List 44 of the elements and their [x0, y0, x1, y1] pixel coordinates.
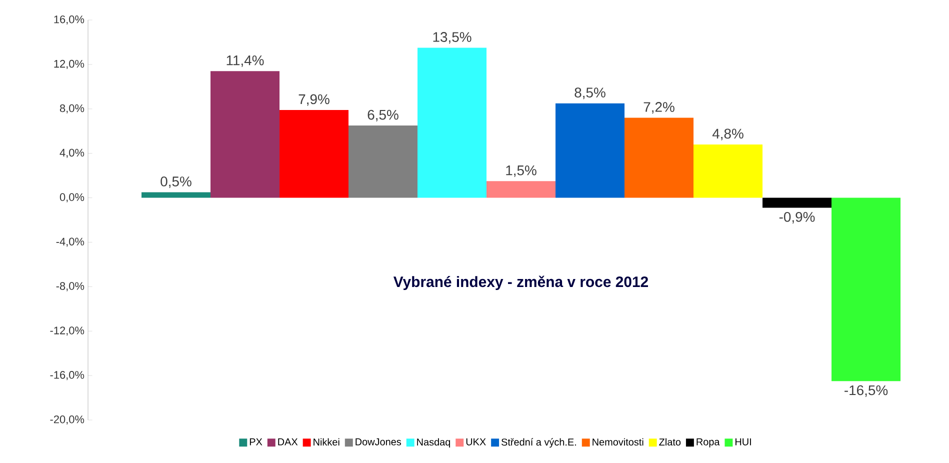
data-label: 7,9% [298, 94, 330, 106]
bar [142, 192, 211, 198]
y-tick-label: -16,0% [50, 371, 84, 380]
y-tick-label: -4,0% [56, 238, 84, 247]
data-label: 7,2% [644, 102, 674, 114]
y-tick-label: 4,0% [60, 148, 84, 158]
bar [348, 126, 418, 198]
bar [280, 110, 349, 198]
data-label: -0,9% [779, 212, 815, 224]
legend-label: UKX [466, 438, 486, 446]
data-label: 8,5% [574, 88, 606, 100]
data-label: -16,5% [844, 385, 888, 397]
legend-label: DowJones [356, 438, 402, 446]
y-tick-label: 0,0% [60, 193, 84, 202]
y-tick-label: -8,0% [56, 282, 84, 292]
bar [832, 198, 901, 382]
data-label: 1,5% [506, 165, 536, 177]
legend-label: HUI [735, 438, 751, 446]
legend-label: Zlato [659, 438, 681, 446]
legend-label: Nemovitosti [592, 438, 644, 446]
bar [556, 103, 625, 198]
y-tick-label: 16,0% [54, 15, 84, 25]
data-label: 13,5% [433, 32, 472, 44]
bar [694, 144, 763, 198]
legend-label: PX [250, 438, 262, 446]
y-tick-label: 8,0% [60, 104, 84, 114]
y-tick-label: -20,0% [50, 415, 84, 425]
bar [486, 181, 556, 198]
legend-label: Střední a vých.E. [501, 438, 576, 448]
legend-label: DAX [278, 438, 298, 446]
data-label: 4,8% [712, 128, 744, 140]
legend-label: Ropa [696, 438, 720, 448]
y-tick-label: 12,0% [54, 60, 84, 69]
bar [762, 198, 832, 208]
data-label: 11,4% [226, 55, 264, 67]
bar [418, 48, 487, 198]
bar [210, 71, 280, 198]
legend-label: Nasdaq [417, 438, 450, 448]
bar [624, 118, 694, 198]
data-label: 6,5% [368, 110, 398, 122]
y-tick-label: -12,0% [50, 326, 84, 336]
text: Vybrané indexy - změna v roce 2012 [393, 276, 648, 290]
data-label: 0,5% [160, 176, 192, 188]
legend-label: Nikkei [314, 438, 340, 446]
